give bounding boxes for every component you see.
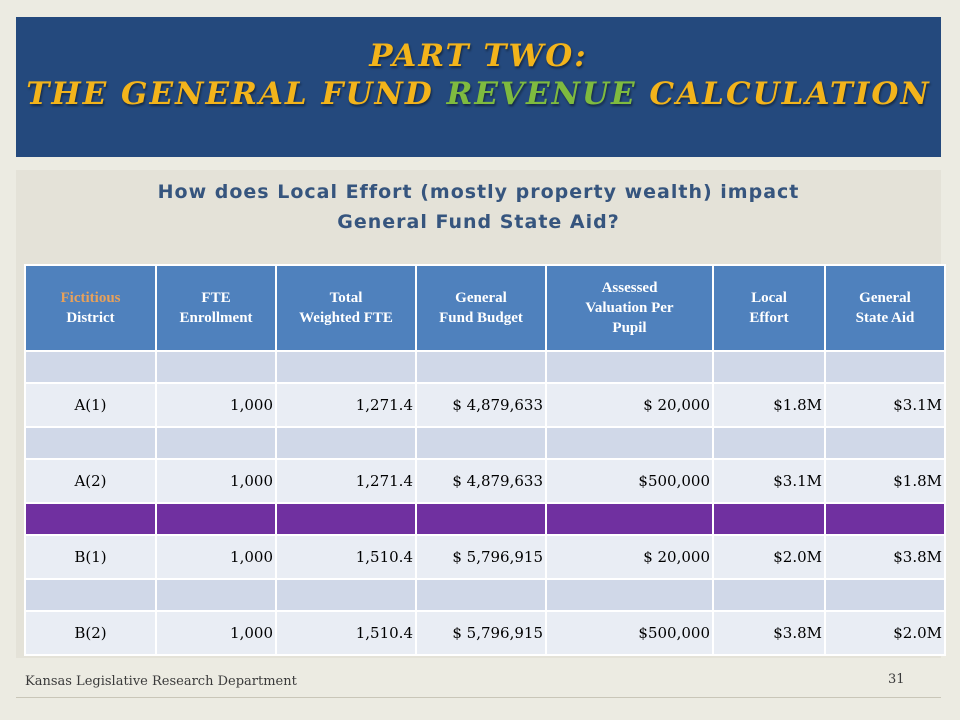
header-fte-enrollment: FTE Enrollment bbox=[155, 264, 277, 352]
header-local-effort: Local Effort bbox=[712, 264, 826, 352]
title-highlight: REVENUE bbox=[446, 76, 637, 112]
cell-valuation: $500,000 bbox=[545, 610, 714, 656]
title-text-a: THE GENERAL FUND bbox=[26, 76, 447, 112]
table-row: A(2) 1,000 1,271.4 $ 4,879,633 $500,000 … bbox=[24, 458, 946, 504]
cell-local-effort: $2.0M bbox=[712, 534, 826, 580]
spacer-row bbox=[24, 350, 946, 384]
cell-state-aid: $3.8M bbox=[824, 534, 946, 580]
cell-fte: 1,000 bbox=[155, 458, 277, 504]
cell-local-effort: $1.8M bbox=[712, 382, 826, 428]
cell-local-effort: $3.1M bbox=[712, 458, 826, 504]
table-row: A(1) 1,000 1,271.4 $ 4,879,633 $ 20,000 … bbox=[24, 382, 946, 428]
table-header-row: Fictitious District FTE Enrollment Total We… bbox=[24, 264, 946, 352]
subtitle-line-1: How does Local Effort (mostly property w… bbox=[157, 181, 800, 203]
cell-district: A(2) bbox=[24, 458, 157, 504]
table-row: B(1) 1,000 1,510.4 $ 5,796,915 $ 20,000 … bbox=[24, 534, 946, 580]
cell-budget: $ 4,879,633 bbox=[415, 382, 547, 428]
header-district: Fictitious District bbox=[24, 264, 157, 352]
cell-weighted-fte: 1,271.4 bbox=[275, 458, 417, 504]
divider-row bbox=[24, 502, 946, 536]
footer-divider bbox=[16, 697, 941, 698]
cell-state-aid: $1.8M bbox=[824, 458, 946, 504]
cell-district: B(1) bbox=[24, 534, 157, 580]
cell-budget: $ 5,796,915 bbox=[415, 534, 547, 580]
cell-state-aid: $2.0M bbox=[824, 610, 946, 656]
header-general-fund-budget: General Fund Budget bbox=[415, 264, 547, 352]
cell-fte: 1,000 bbox=[155, 534, 277, 580]
cell-weighted-fte: 1,271.4 bbox=[275, 382, 417, 428]
title-line-1: PART TWO: bbox=[369, 38, 588, 74]
cell-local-effort: $3.8M bbox=[712, 610, 826, 656]
cell-district: B(2) bbox=[24, 610, 157, 656]
cell-weighted-fte: 1,510.4 bbox=[275, 534, 417, 580]
title-line-2: THE GENERAL FUND REVENUE CALCULATION bbox=[16, 75, 941, 113]
table-row: B(2) 1,000 1,510.4 $ 5,796,915 $500,000 … bbox=[24, 610, 946, 656]
cell-budget: $ 5,796,915 bbox=[415, 610, 547, 656]
header-general-state-aid: General State Aid bbox=[824, 264, 946, 352]
title-text-b: CALCULATION bbox=[636, 76, 931, 112]
spacer-row bbox=[24, 426, 946, 460]
cell-fte: 1,000 bbox=[155, 382, 277, 428]
cell-valuation: $ 20,000 bbox=[545, 534, 714, 580]
cell-valuation: $500,000 bbox=[545, 458, 714, 504]
cell-budget: $ 4,879,633 bbox=[415, 458, 547, 504]
cell-valuation: $ 20,000 bbox=[545, 382, 714, 428]
footer-org: Kansas Legislative Research Department bbox=[25, 674, 297, 689]
cell-state-aid: $3.1M bbox=[824, 382, 946, 428]
subtitle-line-2: General Fund State Aid? bbox=[337, 211, 620, 233]
header-assessed-valuation: Assessed Valuation Per Pupil bbox=[545, 264, 714, 352]
cell-weighted-fte: 1,510.4 bbox=[275, 610, 417, 656]
subtitle: How does Local Effort (mostly property w… bbox=[16, 177, 941, 237]
header-weighted-fte: Total Weighted FTE bbox=[275, 264, 417, 352]
cell-district: A(1) bbox=[24, 382, 157, 428]
title-banner: PART TWO: THE GENERAL FUND REVENUE CALCU… bbox=[16, 17, 941, 157]
data-table: Fictitious District FTE Enrollment Total We… bbox=[24, 264, 946, 656]
page-number: 31 bbox=[888, 672, 905, 687]
spacer-row bbox=[24, 578, 946, 612]
cell-fte: 1,000 bbox=[155, 610, 277, 656]
